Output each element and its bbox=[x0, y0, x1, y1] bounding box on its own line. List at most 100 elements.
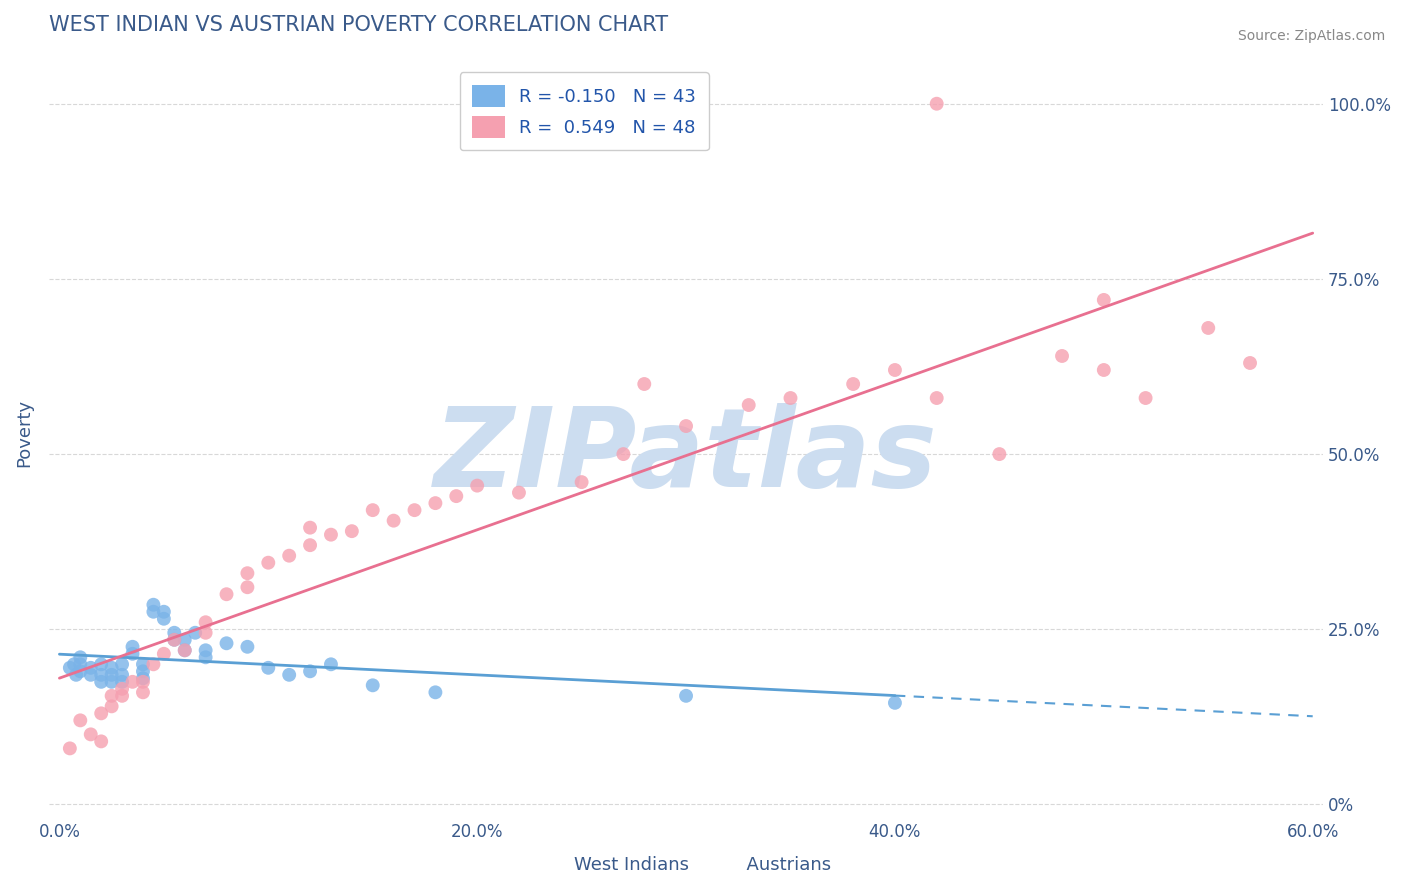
Point bbox=[675, 419, 697, 434]
Point bbox=[121, 640, 143, 654]
Point bbox=[675, 689, 697, 703]
Point bbox=[142, 605, 165, 619]
Point bbox=[80, 668, 103, 682]
Point bbox=[111, 681, 134, 696]
Point bbox=[299, 665, 322, 679]
Point bbox=[153, 612, 176, 626]
Point bbox=[111, 674, 134, 689]
Point bbox=[132, 674, 155, 689]
Point bbox=[153, 605, 176, 619]
Point bbox=[194, 650, 217, 665]
Point bbox=[1092, 363, 1115, 377]
Point bbox=[340, 524, 363, 538]
Point bbox=[100, 668, 122, 682]
Point bbox=[319, 527, 342, 541]
Point bbox=[59, 741, 82, 756]
Point bbox=[278, 668, 301, 682]
Point bbox=[1197, 321, 1219, 335]
Point bbox=[132, 671, 155, 685]
Point bbox=[153, 647, 176, 661]
Point bbox=[446, 489, 468, 503]
Point bbox=[111, 668, 134, 682]
Y-axis label: Poverty: Poverty bbox=[15, 399, 32, 467]
Point bbox=[142, 598, 165, 612]
Point bbox=[163, 632, 186, 647]
Point bbox=[1092, 293, 1115, 307]
Point bbox=[299, 538, 322, 552]
Point bbox=[404, 503, 426, 517]
Point bbox=[319, 657, 342, 672]
Point bbox=[425, 496, 447, 510]
Point bbox=[633, 377, 655, 392]
Point bbox=[465, 478, 488, 492]
Point bbox=[111, 689, 134, 703]
Point bbox=[236, 580, 259, 594]
Point bbox=[215, 636, 238, 650]
Point bbox=[100, 699, 122, 714]
Point bbox=[215, 587, 238, 601]
Point bbox=[988, 447, 1011, 461]
Point bbox=[842, 377, 865, 392]
Point bbox=[257, 661, 280, 675]
Text: Source: ZipAtlas.com: Source: ZipAtlas.com bbox=[1237, 29, 1385, 43]
Point bbox=[236, 566, 259, 581]
Point bbox=[361, 503, 384, 517]
Point bbox=[508, 485, 530, 500]
Point bbox=[571, 475, 593, 489]
Point bbox=[69, 714, 91, 728]
Point bbox=[111, 657, 134, 672]
Point bbox=[925, 96, 948, 111]
Point bbox=[173, 643, 195, 657]
Point bbox=[100, 661, 122, 675]
Point bbox=[90, 657, 112, 672]
Point bbox=[121, 647, 143, 661]
Point bbox=[69, 657, 91, 672]
Point bbox=[1239, 356, 1261, 370]
Point bbox=[738, 398, 761, 412]
Point bbox=[1050, 349, 1073, 363]
Point bbox=[65, 668, 87, 682]
Point bbox=[278, 549, 301, 563]
Point bbox=[1135, 391, 1157, 405]
Point bbox=[236, 640, 259, 654]
Point bbox=[163, 632, 186, 647]
Point bbox=[132, 685, 155, 699]
Text: WEST INDIAN VS AUSTRIAN POVERTY CORRELATION CHART: WEST INDIAN VS AUSTRIAN POVERTY CORRELAT… bbox=[49, 15, 668, 35]
Point bbox=[173, 632, 195, 647]
Point bbox=[612, 447, 634, 461]
Point bbox=[142, 657, 165, 672]
Point bbox=[779, 391, 801, 405]
Point bbox=[194, 615, 217, 630]
Point bbox=[90, 706, 112, 721]
Point bbox=[59, 661, 82, 675]
Point bbox=[132, 657, 155, 672]
Legend: R = -0.150   N = 43, R =  0.549   N = 48: R = -0.150 N = 43, R = 0.549 N = 48 bbox=[460, 72, 709, 151]
Point bbox=[69, 665, 91, 679]
Point bbox=[100, 689, 122, 703]
Point bbox=[121, 674, 143, 689]
Point bbox=[90, 668, 112, 682]
Point bbox=[361, 678, 384, 692]
Point bbox=[257, 556, 280, 570]
Point bbox=[884, 363, 907, 377]
Point bbox=[173, 643, 195, 657]
Point bbox=[80, 661, 103, 675]
Point bbox=[299, 521, 322, 535]
Text: West Indians          Austrians: West Indians Austrians bbox=[575, 855, 831, 873]
Point bbox=[90, 674, 112, 689]
Point bbox=[194, 643, 217, 657]
Point bbox=[63, 657, 86, 672]
Point bbox=[90, 734, 112, 748]
Point bbox=[69, 650, 91, 665]
Point bbox=[100, 674, 122, 689]
Point bbox=[184, 625, 207, 640]
Point bbox=[163, 625, 186, 640]
Point bbox=[425, 685, 447, 699]
Point bbox=[382, 514, 405, 528]
Point bbox=[132, 665, 155, 679]
Text: ZIPatlas: ZIPatlas bbox=[434, 402, 938, 509]
Point bbox=[884, 696, 907, 710]
Point bbox=[925, 391, 948, 405]
Point bbox=[194, 625, 217, 640]
Point bbox=[80, 727, 103, 741]
